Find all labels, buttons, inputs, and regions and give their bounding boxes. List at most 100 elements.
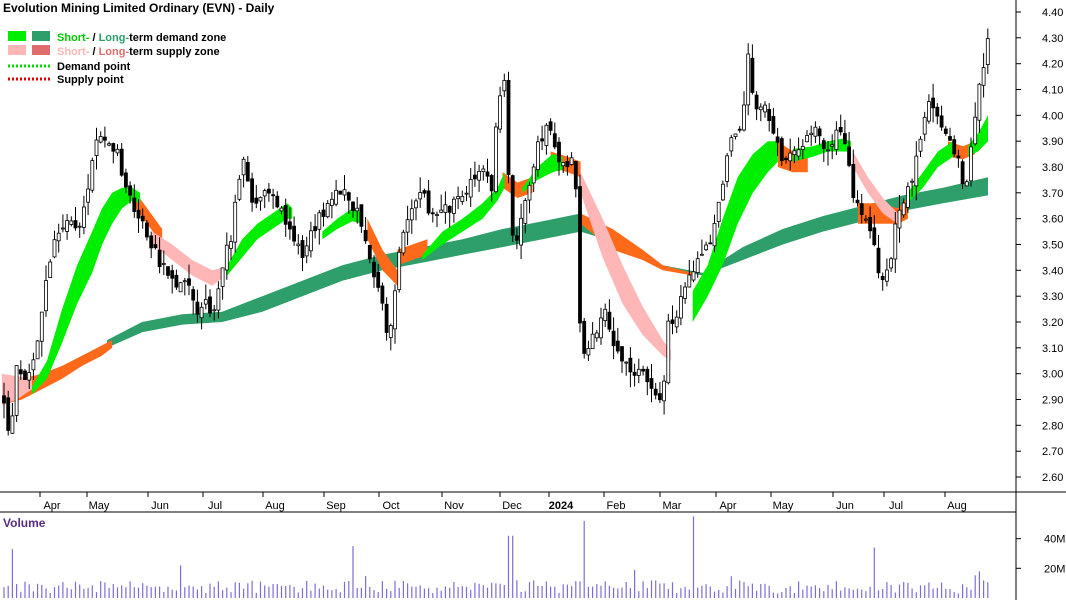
candle-209 bbox=[880, 272, 885, 291]
candle-150 bbox=[632, 363, 637, 387]
x-tick-label-11: Mar bbox=[663, 500, 682, 512]
candle-45 bbox=[191, 286, 196, 315]
candle-213 bbox=[897, 195, 902, 243]
candle-92 bbox=[388, 323, 393, 351]
candle-158 bbox=[666, 313, 671, 385]
legend-demand-long-text: Long- bbox=[99, 32, 130, 44]
candle-136 bbox=[573, 160, 578, 198]
candle-90 bbox=[380, 282, 385, 311]
short-term-demand-zone-6 bbox=[792, 138, 851, 162]
y-tick-label-16: 2.80 bbox=[1042, 420, 1063, 432]
candle-108 bbox=[456, 186, 461, 210]
candle-79 bbox=[334, 179, 339, 207]
x-tick-label-4: Aug bbox=[265, 500, 285, 512]
candle-228 bbox=[960, 159, 965, 190]
candle-100 bbox=[422, 188, 427, 198]
candle-48 bbox=[203, 284, 208, 310]
candle-159 bbox=[670, 305, 675, 335]
candle-233 bbox=[981, 53, 986, 98]
candle-176 bbox=[742, 91, 746, 132]
candle-203 bbox=[855, 190, 860, 207]
candle-98 bbox=[414, 198, 418, 221]
candle-111 bbox=[468, 168, 473, 207]
candle-14 bbox=[61, 214, 65, 233]
candle-52 bbox=[220, 267, 225, 300]
candle-192 bbox=[809, 125, 814, 146]
candle-220 bbox=[927, 94, 931, 124]
candle-140 bbox=[590, 322, 595, 350]
legend-supply-short-text: Short- bbox=[57, 46, 90, 58]
short-term-demand-zone-1 bbox=[227, 203, 293, 276]
short-term-supply-zone-2 bbox=[580, 172, 671, 361]
candle-166 bbox=[700, 239, 704, 256]
candle-215 bbox=[906, 182, 910, 213]
volume-tick-label-1: 20M bbox=[1044, 563, 1065, 575]
candle-91 bbox=[384, 297, 389, 341]
candle-63 bbox=[266, 183, 271, 202]
candle-86 bbox=[363, 217, 368, 244]
candle-197 bbox=[830, 134, 835, 160]
candle-71 bbox=[300, 235, 305, 272]
candle-43 bbox=[182, 278, 187, 296]
candle-181 bbox=[763, 101, 767, 118]
candle-107 bbox=[451, 196, 456, 223]
candle-164 bbox=[691, 260, 696, 283]
candle-155 bbox=[653, 382, 658, 400]
candle-151 bbox=[636, 358, 641, 384]
candle-126 bbox=[531, 163, 536, 192]
candle-165 bbox=[695, 251, 700, 278]
candle-208 bbox=[876, 234, 881, 279]
candle-106 bbox=[447, 205, 452, 228]
candle-55 bbox=[233, 194, 238, 253]
candle-144 bbox=[607, 299, 612, 332]
candle-139 bbox=[586, 340, 591, 361]
legend-supply-sep: / bbox=[89, 46, 98, 58]
candle-8 bbox=[35, 340, 40, 360]
candle-204 bbox=[859, 194, 864, 224]
candle-66 bbox=[279, 206, 284, 215]
x-tick-label-8: Dec bbox=[502, 500, 522, 512]
candle-0 bbox=[2, 382, 6, 419]
candle-199 bbox=[838, 114, 843, 136]
candle-142 bbox=[599, 307, 603, 345]
candle-28 bbox=[119, 143, 124, 177]
candle-125 bbox=[527, 181, 532, 214]
x-tick-label-3: Jul bbox=[208, 500, 222, 512]
candle-112 bbox=[472, 161, 477, 187]
x-tick-label-9: 2024 bbox=[549, 500, 574, 512]
candle-9 bbox=[39, 311, 44, 357]
candle-221 bbox=[931, 83, 935, 123]
candle-2 bbox=[10, 403, 15, 434]
legend-demand-zone: Short- / Long-term demand zone bbox=[57, 32, 226, 44]
candle-234 bbox=[985, 28, 990, 74]
candle-170 bbox=[716, 201, 721, 228]
candle-18 bbox=[77, 222, 82, 238]
candle-93 bbox=[393, 284, 397, 344]
candle-88 bbox=[372, 255, 376, 288]
candle-41 bbox=[174, 269, 179, 290]
candle-62 bbox=[262, 188, 267, 209]
legend-supply-rest: term supply zone bbox=[129, 46, 219, 58]
candle-146 bbox=[615, 327, 620, 354]
candle-68 bbox=[287, 207, 292, 240]
candle-132 bbox=[557, 137, 561, 176]
candle-25 bbox=[107, 141, 111, 147]
candle-110 bbox=[464, 186, 469, 202]
legend-demand-short-swatch bbox=[8, 31, 26, 41]
candle-179 bbox=[754, 91, 759, 121]
candle-186 bbox=[784, 156, 788, 164]
long-term-supply-zone-4 bbox=[502, 172, 533, 198]
candle-60 bbox=[254, 184, 259, 209]
candle-156 bbox=[658, 382, 662, 404]
y-tick-label-14: 3.00 bbox=[1042, 369, 1063, 381]
y-tick-label-0: 4.40 bbox=[1042, 7, 1063, 19]
candle-169 bbox=[712, 214, 717, 253]
x-tick-label-2: Jun bbox=[151, 500, 169, 512]
candle-59 bbox=[250, 172, 255, 212]
candle-185 bbox=[779, 136, 784, 166]
candle-163 bbox=[687, 260, 692, 288]
candle-96 bbox=[405, 205, 410, 246]
candle-89 bbox=[376, 264, 381, 292]
x-tick-label-12: Apr bbox=[719, 500, 736, 512]
